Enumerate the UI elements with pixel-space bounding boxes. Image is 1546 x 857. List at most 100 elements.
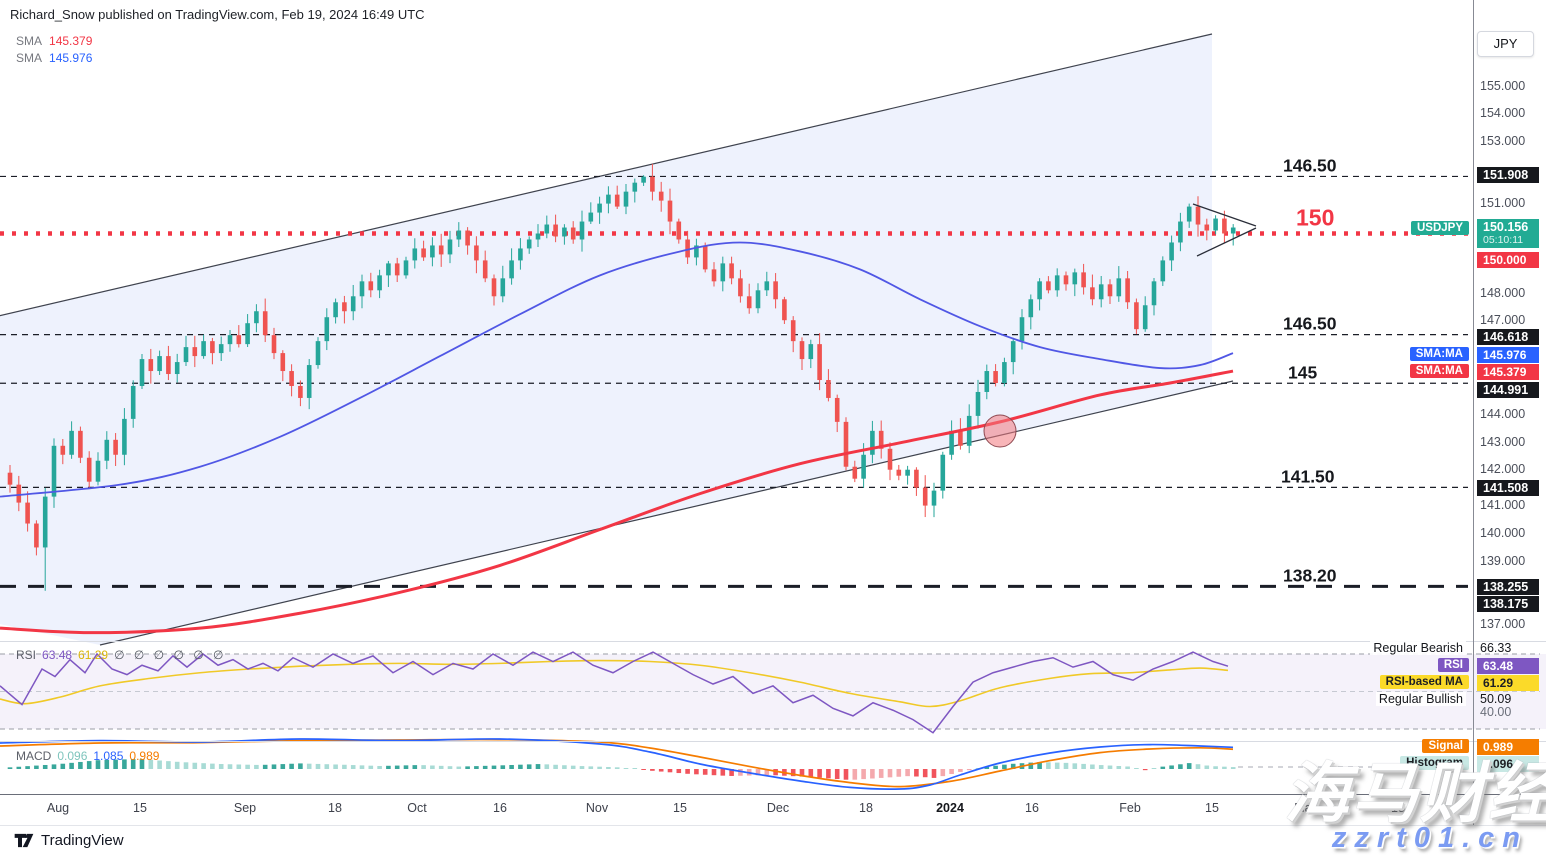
macd-histogram-bar [1090, 764, 1095, 769]
macd-histogram-bar [562, 765, 567, 769]
candle-body [579, 221, 585, 240]
footer-border [0, 825, 1546, 826]
candle-body [1116, 278, 1122, 297]
macd-histogram-bar [447, 766, 453, 769]
rsi-axis-label: 40.00 [1480, 705, 1512, 719]
candle-body [456, 230, 462, 240]
price-axis-border [1473, 0, 1474, 825]
macd-histogram-bar [218, 764, 224, 769]
pennant-line [1192, 203, 1257, 227]
candle-body [588, 212, 594, 222]
macd-histogram-bar [808, 769, 814, 778]
macd-histogram-bar [500, 765, 506, 769]
macd-histogram-bar [650, 769, 655, 771]
candle-body [34, 523, 39, 548]
macd-histogram-bar [60, 763, 66, 769]
tradingview-logo-icon [14, 833, 34, 848]
price-level-label: 138.20 [1283, 565, 1337, 585]
sma-legend-row: SMA 145.976 [16, 50, 92, 67]
macd-histogram-bar [1222, 766, 1227, 769]
candle-body [359, 281, 365, 297]
macd-histogram-bar [764, 769, 770, 776]
indicator-tag: RSI [1437, 658, 1469, 672]
macd-histogram-bar [658, 769, 664, 772]
candle-body [122, 418, 127, 455]
candle-body [1090, 287, 1095, 300]
price-axis-label: 148.000 [1480, 285, 1526, 300]
tradingview-logo[interactable]: TradingView [14, 831, 124, 850]
time-axis-region[interactable] [0, 795, 1473, 825]
candle-body [1151, 281, 1157, 306]
candle-body [632, 182, 638, 192]
macd-histogram-bar [491, 765, 497, 769]
candle-body [386, 263, 391, 276]
time-axis-tick: 18 [859, 801, 873, 815]
highlight-circle [983, 414, 1017, 448]
macd-histogram-bar [183, 762, 189, 769]
candle-body [606, 194, 611, 204]
candle-body [870, 430, 875, 455]
macd-histogram-bar [755, 769, 761, 776]
macd-histogram-bar [887, 769, 893, 778]
macd-histogram-bar [1046, 762, 1051, 769]
macd-histogram-bar [1204, 765, 1210, 769]
divergence-label: Regular Bullish [1375, 692, 1466, 706]
candle-body [1002, 362, 1007, 383]
candle-body [887, 448, 893, 470]
candle-body [746, 296, 752, 309]
candle-body [931, 490, 937, 506]
macd-histogram-bar [1213, 766, 1218, 769]
sma-legend: SMA 145.379 SMA 145.976 [16, 33, 92, 67]
indicator-value: 0.096 [1477, 756, 1539, 772]
macd-histogram-bar [993, 765, 998, 769]
candle-body [905, 469, 910, 476]
macd-histogram-bar [333, 764, 338, 769]
candle-body [447, 239, 453, 255]
sma-legend-row: SMA 145.379 [16, 33, 92, 50]
macd-histogram-bar [1028, 762, 1034, 769]
price-axis-label: 154.000 [1480, 105, 1526, 120]
candle-body [729, 263, 734, 279]
candle-body [553, 224, 558, 237]
candle-body [245, 323, 250, 345]
watermark-cn: 海马财经 [1284, 756, 1546, 830]
macd-histogram-bar [905, 769, 910, 777]
price-axis-label: 143.000 [1480, 434, 1526, 449]
candle-body [958, 430, 963, 446]
macd-histogram-bar [694, 769, 699, 775]
candle-body [1230, 227, 1236, 234]
candle-body [1125, 278, 1130, 303]
macd-histogram-bar [421, 765, 426, 769]
candle-body [518, 248, 523, 261]
candle-body [377, 275, 382, 291]
currency-toggle-button[interactable]: JPY [1477, 31, 1534, 57]
indicator-value: 61.29 [1477, 675, 1539, 691]
macd-histogram-bar [878, 769, 884, 778]
indicator-tag: Histogram [1400, 756, 1469, 770]
panel-separator[interactable] [0, 641, 1546, 642]
macd-histogram-bar [1178, 764, 1183, 769]
macd-histogram-bar [597, 766, 602, 769]
macd-histogram-bar [306, 763, 312, 769]
macd-histogram-bar [139, 759, 145, 769]
panel-separator[interactable] [0, 741, 1546, 742]
level-150-price-tag: 150.000 [1477, 252, 1539, 268]
price-line-tag: 144.991 [1477, 381, 1539, 398]
candle-body [254, 311, 259, 324]
macd-histogram-bar [817, 769, 822, 778]
sma-ma-value: 145.976 [1477, 347, 1539, 363]
macd-histogram-bar [34, 765, 39, 769]
candle-body [1222, 218, 1227, 234]
macd-histogram-bar [456, 766, 462, 769]
macd-signal-value: 0.989 [129, 749, 160, 763]
candle-body [482, 260, 488, 279]
candle-body [702, 245, 708, 270]
candle-body [69, 430, 74, 455]
price-line-tag: 151.908 [1477, 166, 1539, 183]
time-axis-tick: Dec [766, 801, 790, 815]
macd-histogram-bar [403, 765, 409, 769]
macd-histogram-bar [579, 766, 585, 769]
price-axis-label: 144.000 [1480, 406, 1526, 421]
candle-body [984, 371, 990, 392]
